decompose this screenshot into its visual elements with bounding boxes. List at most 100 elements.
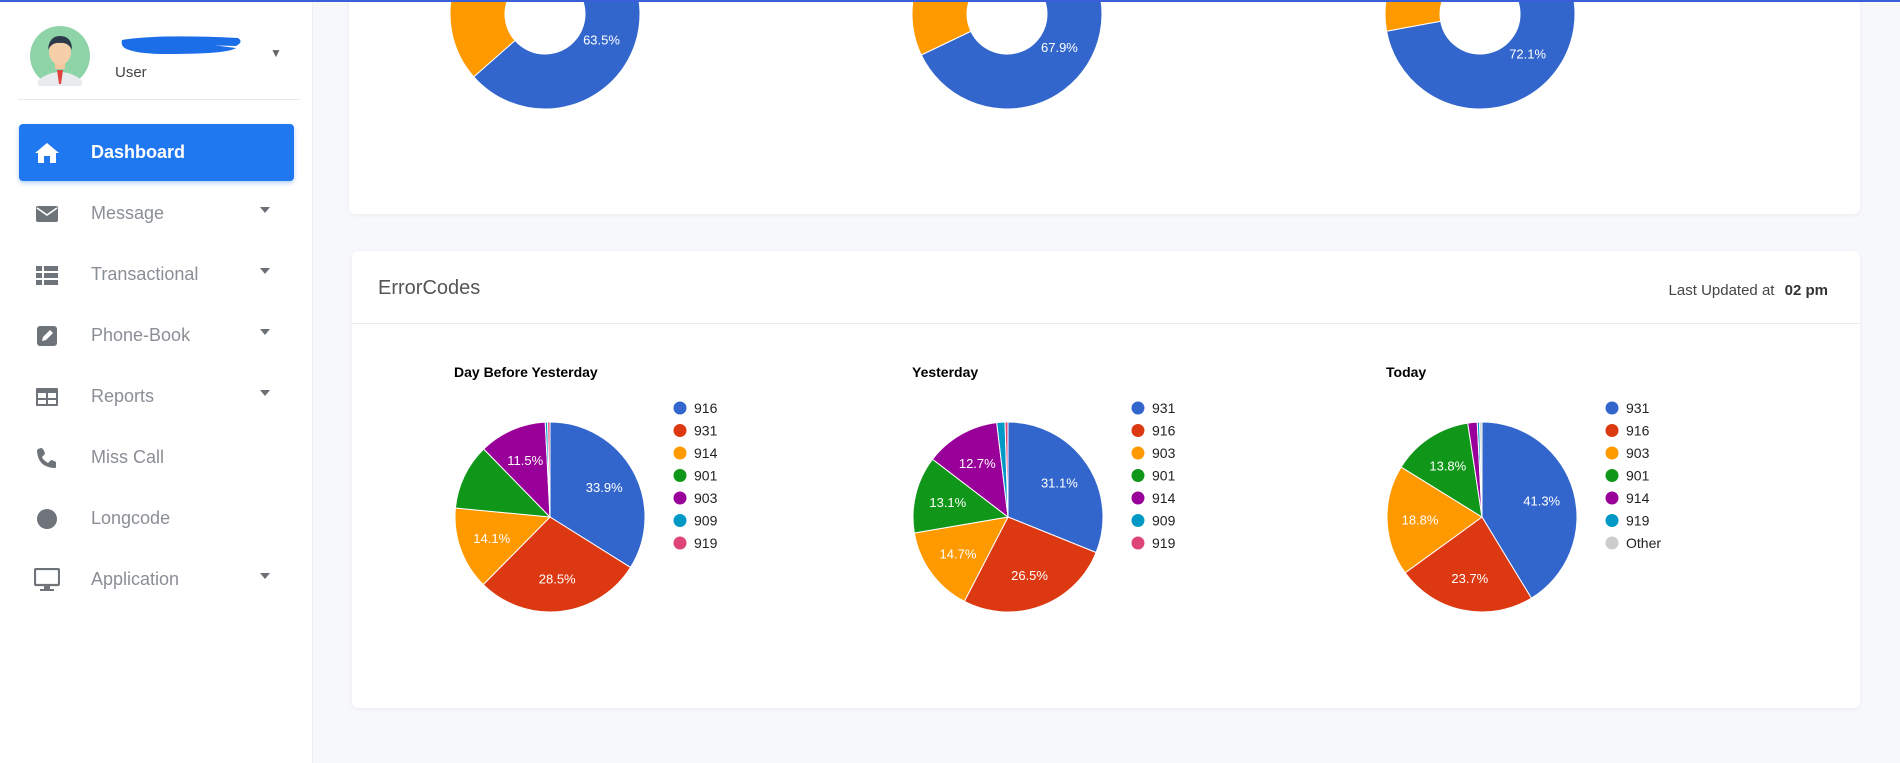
legend-swatch xyxy=(673,536,687,550)
pie-slice xyxy=(1404,516,1533,613)
pie-title: Today xyxy=(1386,364,1426,380)
envelope-icon xyxy=(33,200,61,228)
sidebar-item-transactional[interactable]: Transactional xyxy=(19,246,294,303)
pie-slice xyxy=(913,516,1009,603)
legend-label: 916 xyxy=(694,400,718,416)
sidebar-item-label: Message xyxy=(91,203,165,223)
top-chart-card: 63.5% 67.9% 72.1% xyxy=(349,0,1860,214)
circle-icon xyxy=(33,505,61,533)
avatar xyxy=(30,26,90,86)
pie-slice xyxy=(449,0,516,78)
pie-slice xyxy=(1385,0,1576,110)
legend-swatch xyxy=(1131,401,1145,415)
legend-swatch xyxy=(673,469,687,482)
legend-label: 903 xyxy=(1152,445,1176,461)
pie-slice-label: 28.5% xyxy=(539,572,576,587)
legend-swatch xyxy=(1131,491,1145,505)
legend-label: 914 xyxy=(694,445,718,461)
edit-icon xyxy=(33,322,61,350)
legend-label: 914 xyxy=(1626,490,1650,506)
pie-slice-label: 41.3% xyxy=(1523,493,1560,508)
sidebar-item-phone-book[interactable]: Phone-Book xyxy=(19,307,294,364)
legend-swatch xyxy=(1131,469,1145,482)
legend-swatch xyxy=(673,514,687,527)
user-profile[interactable]: User ▼ xyxy=(18,14,300,100)
pie-slice-label: 67.9% xyxy=(1041,40,1078,55)
last-updated: Last Updated at 02 pm xyxy=(1669,282,1828,299)
legend-label: Other xyxy=(1626,535,1661,551)
pie-title: Day Before Yesterday xyxy=(454,364,598,380)
legend-swatch xyxy=(1605,514,1619,527)
pie-slice-label: 26.5% xyxy=(1011,568,1048,583)
sidebar-item-application[interactable]: Application xyxy=(19,551,294,608)
sidebar-item-dashboard[interactable]: Dashboard xyxy=(19,124,294,181)
pie-slice-label: 63.5% xyxy=(583,33,620,48)
legend-swatch xyxy=(673,424,687,437)
error-codes-card: ErrorCodes Last Updated at 02 pm Day Bef… xyxy=(352,251,1860,708)
legend-swatch xyxy=(673,401,687,415)
legend-label: 914 xyxy=(1152,490,1176,506)
card-header: ErrorCodes Last Updated at 02 pm xyxy=(352,251,1860,324)
sidebar-item-label: Dashboard xyxy=(91,142,186,162)
legend-swatch xyxy=(1605,536,1619,550)
error-code-pie-charts: Day Before Yesterday 33.9% 28.5% 14.1% 11.5%… xyxy=(454,364,1661,613)
legend-swatch xyxy=(1605,491,1619,505)
pie-slice xyxy=(911,0,972,56)
donut-charts: 63.5% 67.9% 72.1% xyxy=(449,0,1576,110)
pie-slice xyxy=(549,421,646,569)
home-icon xyxy=(33,139,61,167)
list-icon xyxy=(33,261,61,289)
legend-swatch xyxy=(1131,446,1145,460)
phone-icon xyxy=(33,444,61,472)
pie-title: Yesterday xyxy=(912,364,978,380)
monitor-icon xyxy=(33,566,61,594)
pie-slice-label: 14.1% xyxy=(473,531,510,546)
legend-label: 909 xyxy=(694,513,718,529)
sidebar-item-longcode[interactable]: Longcode xyxy=(19,490,294,547)
pie-slice xyxy=(1384,0,1444,32)
legend-label: 931 xyxy=(1152,400,1176,416)
sidebar-item-message[interactable]: Message xyxy=(19,185,294,242)
pie-slice xyxy=(473,0,641,110)
pie-slice-label: 31.1% xyxy=(1041,475,1078,490)
pie-slice xyxy=(1004,421,1009,518)
pie-slice xyxy=(454,507,552,586)
chevron-down-icon xyxy=(260,329,270,335)
legend-swatch xyxy=(1605,424,1619,437)
sidebar-item-label: Reports xyxy=(91,386,155,406)
pie-slice xyxy=(482,516,632,613)
user-role: User xyxy=(115,64,147,81)
legend-swatch xyxy=(673,491,687,505)
pie-slice xyxy=(547,421,551,518)
legend-label: 909 xyxy=(1152,513,1176,529)
chevron-down-icon xyxy=(260,573,270,579)
pie-slice xyxy=(482,421,551,519)
chevron-down-icon xyxy=(260,207,270,213)
sidebar-nav: Dashboard Message Transactional Phone-Bo… xyxy=(0,124,313,612)
pie-slice xyxy=(1481,421,1578,599)
legend-swatch xyxy=(673,446,687,460)
legend-swatch xyxy=(1131,536,1145,550)
sidebar-item-reports[interactable]: Reports xyxy=(19,368,294,425)
sidebar-item-label: Longcode xyxy=(91,508,171,528)
table-icon xyxy=(33,383,61,411)
pie-slice xyxy=(1386,466,1483,574)
pie-slice xyxy=(454,448,552,518)
legend-swatch xyxy=(1605,469,1619,482)
legend-label: 931 xyxy=(694,423,718,439)
last-updated-label: Last Updated at xyxy=(1668,282,1775,299)
card-title: ErrorCodes xyxy=(378,277,481,299)
legend-label: 931 xyxy=(1626,400,1650,416)
legend-label: 901 xyxy=(1626,468,1650,484)
legend-label: 919 xyxy=(694,535,718,551)
pie-slice-label: 13.1% xyxy=(929,495,966,510)
legend-label: 901 xyxy=(1152,468,1176,484)
sidebar-item-label: Phone-Book xyxy=(91,325,191,345)
legend-label: 916 xyxy=(1626,423,1650,439)
pie-slice-label: 72.1% xyxy=(1509,47,1546,62)
sidebar-item-miss-call[interactable]: Miss Call xyxy=(19,429,294,486)
chevron-down-icon[interactable]: ▼ xyxy=(270,46,282,60)
legend-label: 903 xyxy=(1626,445,1650,461)
legend-label: 901 xyxy=(694,468,718,484)
last-updated-value: 02 pm xyxy=(1784,282,1828,299)
